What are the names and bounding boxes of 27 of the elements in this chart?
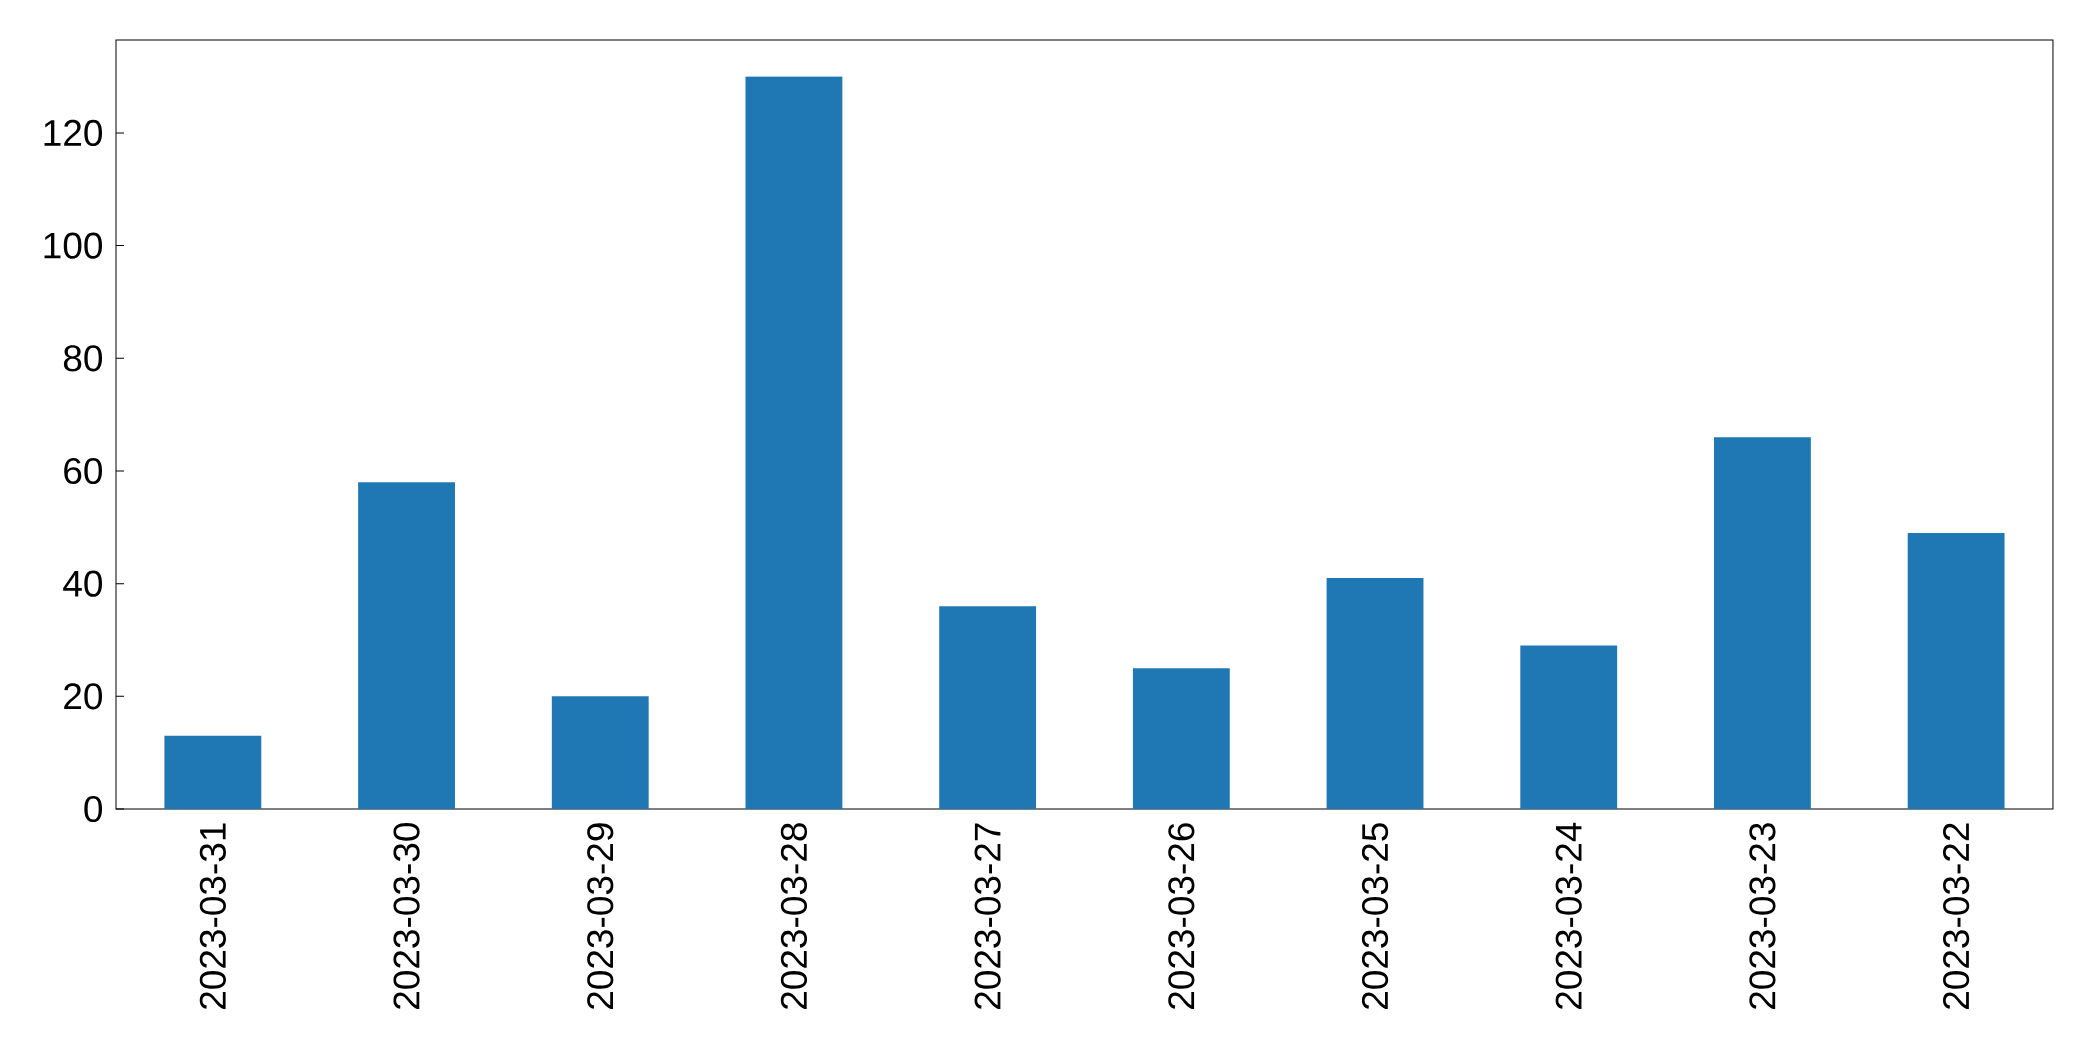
bar [745,76,843,809]
y-tick-label: 120 [44,119,103,147]
bar [939,606,1037,809]
bar [1326,578,1424,809]
x-tick-label: 2023-03-27 [974,823,1001,1009]
bar [164,735,262,809]
y-tick-label: 80 [63,345,103,372]
x-tick-label: 2023-03-28 [780,823,808,1009]
y-tick-label: 60 [64,457,103,485]
bar [358,482,455,809]
x-tick-label: 2023-03-24 [1555,822,1582,1009]
x-tick-label: 2023-03-30 [393,823,420,1009]
bar [551,696,649,809]
bar [1132,668,1230,809]
x-tick-label: 2023-03-23 [1749,823,1776,1009]
bar [1520,645,1618,809]
x-tick-label: 2023-03-25 [1361,823,1389,1009]
x-tick-label: 2023-03-29 [587,823,614,1009]
y-tick-label: 40 [63,570,103,597]
y-tick-label: 100 [44,232,103,259]
x-tick-label: 2023-03-26 [1168,823,1195,1009]
bar [1714,437,1811,809]
x-tick-label: 2023-03-31 [199,823,226,1009]
bar [1907,532,2005,809]
y-tick-label: 0 [84,795,103,823]
x-tick-label: 2023-03-22 [1943,823,1970,1009]
y-tick-label: 20 [64,683,103,710]
